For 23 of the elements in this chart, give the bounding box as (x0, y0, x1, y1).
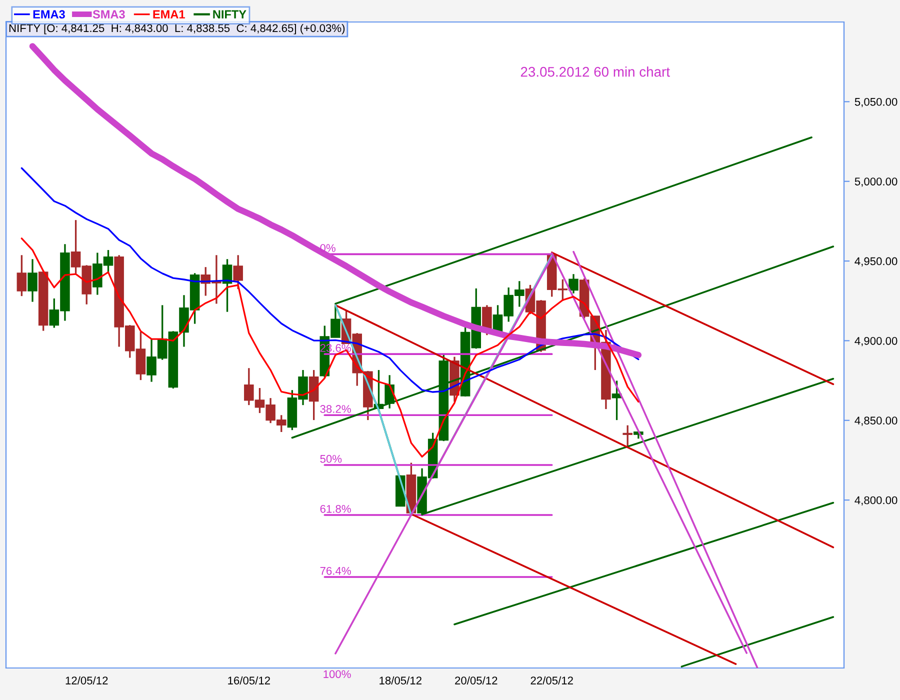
x-tick-label: 12/05/12 (66, 676, 108, 684)
y-tick-label: 4,900.00 (854, 336, 898, 346)
legend-label: SMA3 (92, 10, 125, 19)
text: 100% (324, 670, 351, 678)
annotation: 50% (320, 454, 342, 463)
y-tick-label: 4,950.00 (854, 257, 898, 266)
y-tick-label: 4,800.00 (854, 496, 898, 506)
annotation: 61.8% (320, 504, 351, 513)
y-tick-label: 4,850.00 (854, 416, 898, 426)
legend-label: EMA3 (33, 10, 65, 19)
annotation: 0% (320, 244, 336, 252)
x-tick-label: 22/05/12 (530, 676, 573, 684)
x-tick-label: 18/05/12 (380, 676, 422, 684)
x-tick-label: 20/05/12 (455, 676, 498, 684)
annotation: 76.4% (320, 566, 351, 575)
x-tick-label: 16/05/12 (228, 676, 270, 684)
legend-label: EMA1 (153, 10, 185, 18)
text: 23.05.2012 60 min chart (520, 66, 670, 77)
annotation: 38.2% (320, 405, 351, 413)
y-tick-label: 5,000.00 (854, 178, 898, 187)
y-tick-label: 5,050.00 (854, 98, 898, 108)
legend-label: NIFTY (213, 10, 246, 18)
annotation: NIFTY [O: 4,841.25 H: 4,843.00 L: 4,838.55 C: 4,842.65] (+0.03%) (9, 24, 345, 34)
